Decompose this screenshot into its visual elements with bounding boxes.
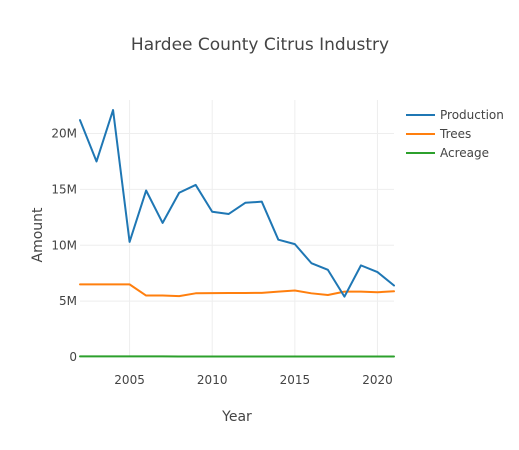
legend-label: Production (440, 108, 504, 122)
y-axis-ticks: 0 5M 10M 15M 20M (51, 127, 77, 364)
y-axis-title: Amount (30, 207, 46, 263)
x-tick-label: 2015 (280, 373, 311, 387)
x-tick-label: 2005 (114, 373, 145, 387)
legend-item-trees[interactable]: Trees (406, 127, 471, 141)
legend-label: Acreage (440, 146, 489, 160)
y-tick-label: 15M (51, 182, 77, 196)
y-tick-label: 5M (59, 294, 77, 308)
x-tick-label: 2020 (362, 373, 393, 387)
legend[interactable]: Production Trees Acreage (406, 108, 504, 160)
chart-title: Hardee County Citrus Industry (131, 35, 389, 55)
y-tick-label: 0 (69, 350, 77, 364)
legend-label: Trees (439, 127, 471, 141)
legend-item-acreage[interactable]: Acreage (406, 146, 489, 160)
legend-item-production[interactable]: Production (406, 108, 504, 122)
y-tick-label: 10M (51, 238, 77, 252)
x-axis-ticks: 2005 2010 2015 2020 (114, 373, 392, 387)
x-axis-title: Year (221, 409, 252, 425)
y-tick-label: 20M (51, 127, 77, 141)
series-layer (79, 109, 395, 358)
x-tick-label: 2010 (197, 373, 228, 387)
series-line-production[interactable] (79, 109, 395, 298)
grid-lines (80, 100, 394, 357)
